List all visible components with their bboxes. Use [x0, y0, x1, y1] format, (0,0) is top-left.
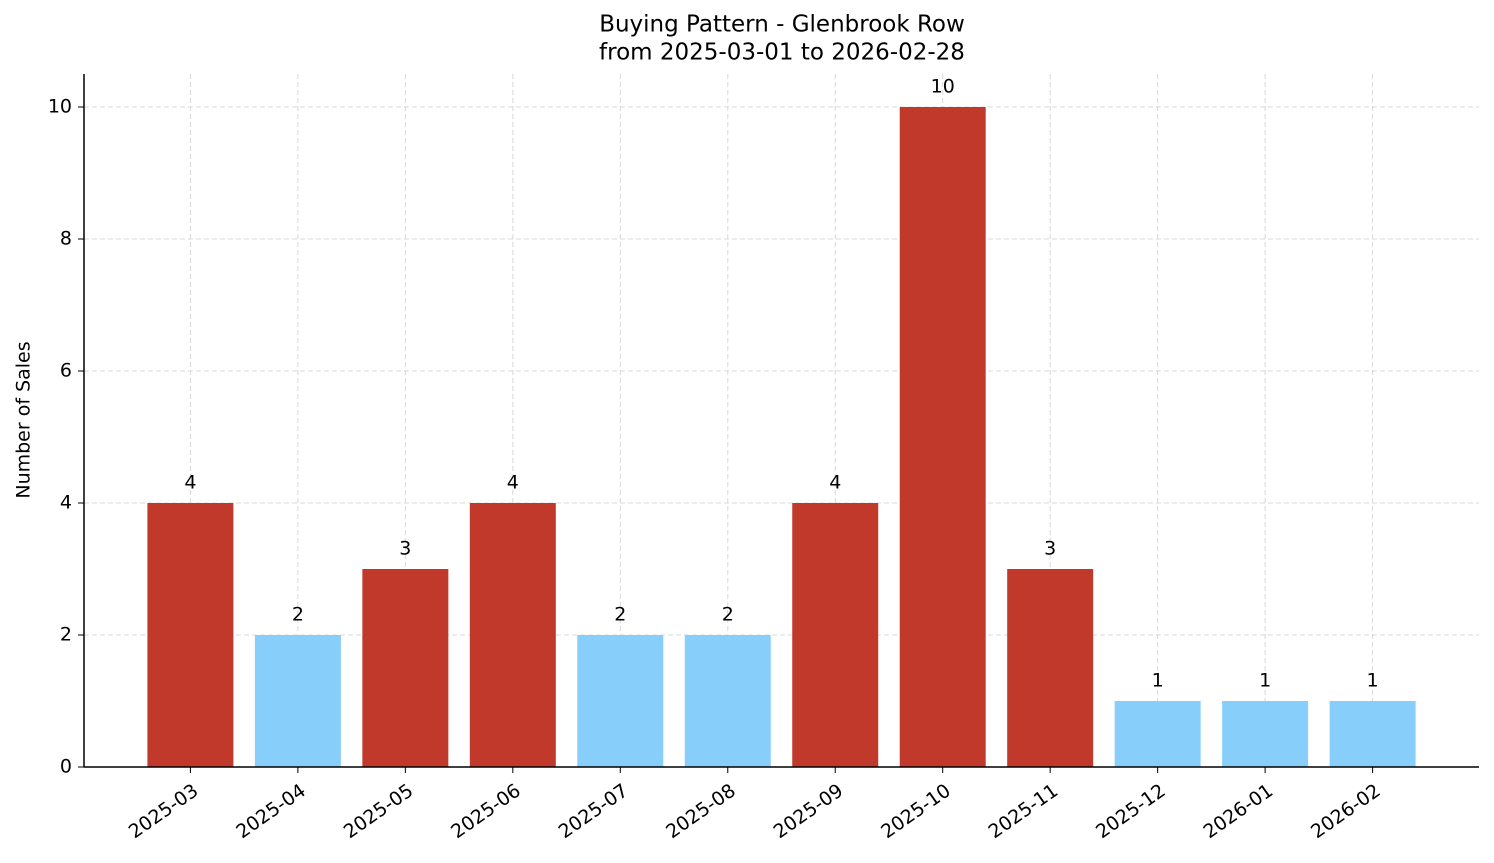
x-tick-label: 2025-12 [1092, 780, 1170, 844]
y-tick-label: 8 [60, 228, 72, 250]
x-tick-label: 2025-06 [447, 780, 525, 844]
x-tick-label: 2025-04 [232, 780, 310, 844]
value-label: 2 [722, 604, 734, 626]
x-tick-label: 2026-02 [1307, 780, 1385, 844]
y-tick-label: 6 [60, 360, 72, 382]
chart-title: Buying Pattern - Glenbrook Row [599, 12, 965, 38]
bar [1007, 569, 1094, 767]
chart-subtitle: from 2025-03-01 to 2026-02-28 [599, 40, 965, 66]
value-label: 4 [829, 472, 841, 494]
x-tick-label: 2025-05 [340, 780, 418, 844]
bar [684, 635, 771, 767]
bar [254, 635, 341, 767]
y-tick-label: 4 [60, 492, 72, 514]
value-label: 4 [184, 472, 196, 494]
x-tick-label: 2026-01 [1199, 780, 1277, 844]
x-tick-label: 2025-11 [985, 780, 1063, 844]
y-tick-label: 2 [60, 624, 72, 646]
x-tick-label: 2025-09 [770, 780, 848, 844]
bar [362, 569, 449, 767]
value-label: 3 [1044, 538, 1056, 560]
value-label: 3 [399, 538, 411, 560]
value-label: 2 [614, 604, 626, 626]
bar [1114, 701, 1201, 767]
bar [577, 635, 664, 767]
bar [1329, 701, 1416, 767]
x-tick-label: 2025-03 [125, 780, 203, 844]
x-tick-label: 2025-10 [877, 780, 955, 844]
bar [1222, 701, 1309, 767]
value-label: 10 [931, 76, 955, 98]
bar [792, 503, 879, 767]
value-label: 2 [292, 604, 304, 626]
value-label: 1 [1259, 670, 1271, 692]
y-tick-label: 10 [48, 96, 72, 118]
value-label: 1 [1367, 670, 1379, 692]
value-label: 1 [1152, 670, 1164, 692]
bar [147, 503, 234, 767]
bar [469, 503, 556, 767]
value-label: 4 [507, 472, 519, 494]
y-tick-label: 0 [60, 756, 72, 778]
x-tick-label: 2025-08 [662, 780, 740, 844]
x-tick-label: 2025-07 [555, 780, 633, 844]
y-axis-label: Number of Sales [13, 341, 35, 498]
bar [899, 107, 986, 767]
